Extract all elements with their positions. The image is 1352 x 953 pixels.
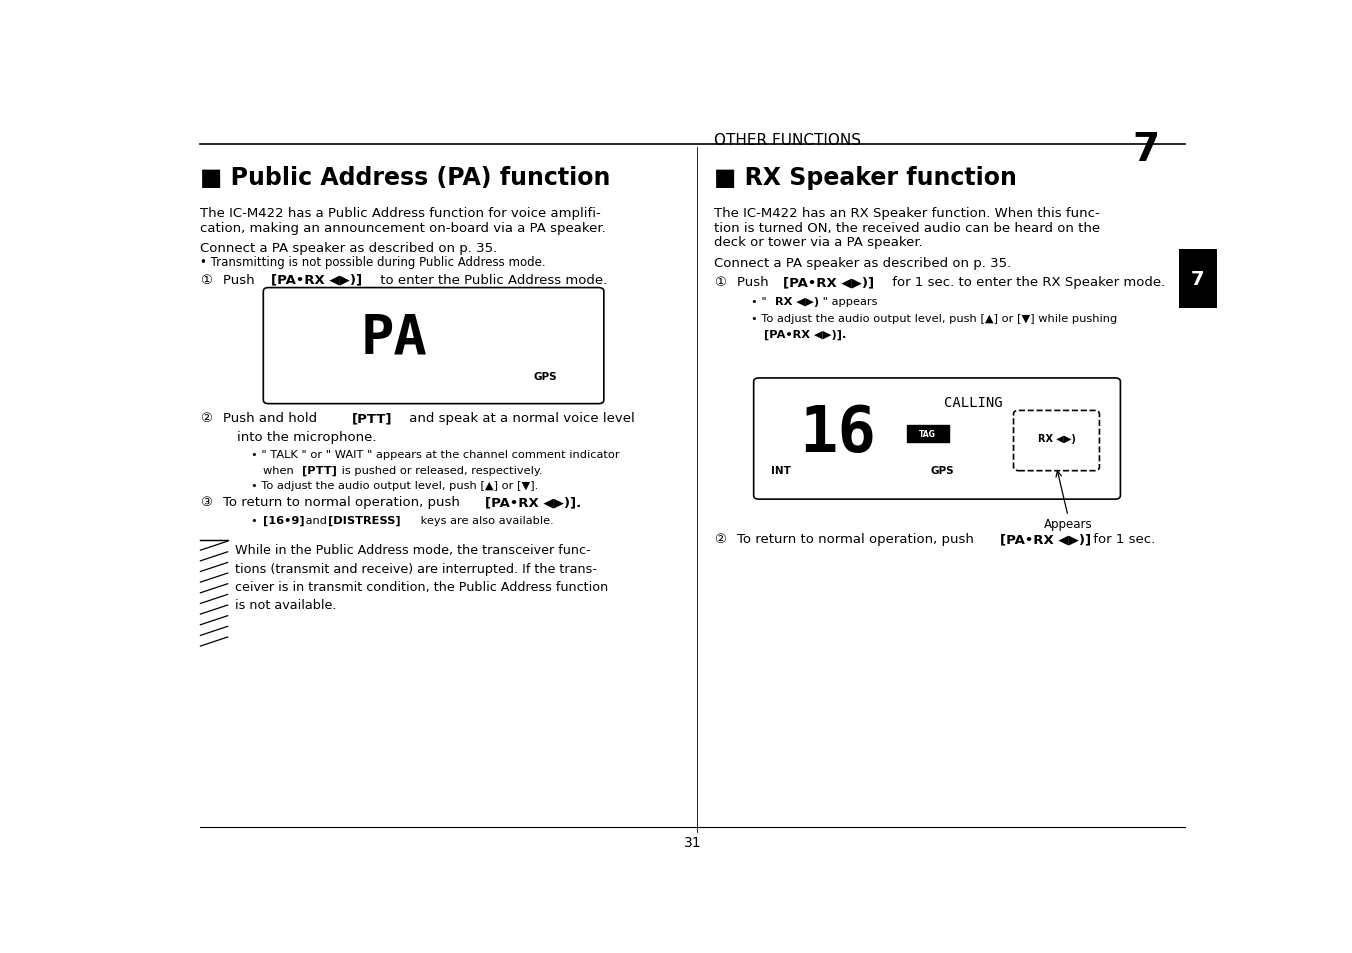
- Text: [PA•RX ◀▶)]: [PA•RX ◀▶)]: [783, 275, 875, 289]
- Text: ■ Public Address (PA) function: ■ Public Address (PA) function: [200, 166, 611, 190]
- Text: for 1 sec. to enter the RX Speaker mode.: for 1 sec. to enter the RX Speaker mode.: [888, 275, 1165, 289]
- Text: ①: ①: [714, 275, 726, 289]
- Text: ■ RX Speaker function: ■ RX Speaker function: [714, 166, 1017, 190]
- Text: cation, making an announcement on-board via a PA speaker.: cation, making an announcement on-board …: [200, 221, 606, 234]
- FancyBboxPatch shape: [907, 426, 949, 442]
- Text: [PTT]: [PTT]: [301, 465, 337, 476]
- Text: is not available.: is not available.: [235, 598, 337, 612]
- Text: 16: 16: [799, 402, 876, 464]
- Text: INT: INT: [772, 465, 791, 476]
- Text: Connect a PA speaker as described on p. 35.: Connect a PA speaker as described on p. …: [714, 256, 1011, 270]
- FancyBboxPatch shape: [753, 378, 1121, 499]
- Text: [PA•RX ◀▶)]: [PA•RX ◀▶)]: [1000, 533, 1091, 546]
- FancyBboxPatch shape: [264, 288, 604, 404]
- Text: 7: 7: [1191, 270, 1205, 289]
- Text: 31: 31: [684, 835, 702, 849]
- Text: While in the Public Address mode, the transceiver func-: While in the Public Address mode, the tr…: [235, 543, 591, 557]
- Text: ③: ③: [200, 496, 212, 509]
- Text: 7: 7: [1132, 131, 1159, 169]
- FancyBboxPatch shape: [1179, 250, 1217, 309]
- Text: Push: Push: [223, 274, 260, 287]
- Text: for 1 sec.: for 1 sec.: [1088, 533, 1155, 546]
- Text: and: and: [301, 515, 331, 525]
- Text: Push and hold: Push and hold: [223, 412, 322, 424]
- Text: [PA•RX ◀▶)].: [PA•RX ◀▶)].: [485, 496, 581, 509]
- Text: [16•9]: [16•9]: [264, 515, 306, 525]
- Text: • Transmitting is not possible during Public Address mode.: • Transmitting is not possible during Pu…: [200, 255, 546, 268]
- Text: into the microphone.: into the microphone.: [237, 431, 377, 443]
- Text: deck or tower via a PA speaker.: deck or tower via a PA speaker.: [714, 236, 922, 249]
- Text: • To adjust the audio output level, push [▲] or [▼] while pushing: • To adjust the audio output level, push…: [750, 314, 1117, 324]
- Text: [PTT]: [PTT]: [353, 412, 393, 424]
- Text: RX ◀▶): RX ◀▶): [775, 296, 819, 306]
- Text: ceiver is in transmit condition, the Public Address function: ceiver is in transmit condition, the Pub…: [235, 580, 608, 594]
- Text: • To adjust the audio output level, push [▲] or [▼].: • To adjust the audio output level, push…: [250, 480, 538, 491]
- Text: keys are also available.: keys are also available.: [418, 515, 554, 525]
- Text: GPS: GPS: [534, 372, 557, 381]
- FancyBboxPatch shape: [1014, 411, 1099, 471]
- Text: [DISTRESS]: [DISTRESS]: [329, 515, 402, 525]
- Text: The IC-M422 has an RX Speaker function. When this func-: The IC-M422 has an RX Speaker function. …: [714, 207, 1099, 220]
- Text: tion is turned ON, the received audio can be heard on the: tion is turned ON, the received audio ca…: [714, 221, 1101, 234]
- Text: and speak at a normal voice level: and speak at a normal voice level: [404, 412, 634, 424]
- Text: The IC-M422 has a Public Address function for voice amplifi-: The IC-M422 has a Public Address functio…: [200, 207, 602, 220]
- Text: TAG: TAG: [919, 430, 936, 438]
- Text: To return to normal operation, push: To return to normal operation, push: [737, 533, 977, 546]
- Text: ②: ②: [714, 533, 726, 546]
- Text: " appears: " appears: [818, 296, 877, 306]
- Text: • " TALK " or " WAIT " appears at the channel comment indicator: • " TALK " or " WAIT " appears at the ch…: [250, 450, 619, 459]
- Text: [PA•RX ◀▶)]: [PA•RX ◀▶)]: [270, 274, 362, 287]
- Text: ②: ②: [200, 412, 212, 424]
- Text: PA: PA: [361, 311, 427, 364]
- Text: OTHER FUNCTIONS: OTHER FUNCTIONS: [714, 132, 860, 148]
- Text: when: when: [264, 465, 297, 476]
- Text: To return to normal operation, push: To return to normal operation, push: [223, 496, 465, 509]
- Text: tions (transmit and receive) are interrupted. If the trans-: tions (transmit and receive) are interru…: [235, 562, 598, 575]
- Text: Connect a PA speaker as described on p. 35.: Connect a PA speaker as described on p. …: [200, 242, 498, 255]
- Text: ①: ①: [200, 274, 212, 287]
- Text: RX ◀▶): RX ◀▶): [1037, 434, 1075, 443]
- Text: CALLING: CALLING: [945, 395, 1003, 410]
- Text: is pushed or released, respectively.: is pushed or released, respectively.: [338, 465, 542, 476]
- Text: Appears: Appears: [1044, 518, 1092, 531]
- Text: •: •: [250, 515, 261, 525]
- Text: • ": • ": [750, 296, 769, 306]
- Text: to enter the Public Address mode.: to enter the Public Address mode.: [376, 274, 607, 287]
- Text: GPS: GPS: [930, 465, 955, 476]
- Text: [PA•RX ◀▶)].: [PA•RX ◀▶)].: [764, 330, 846, 339]
- Text: Push: Push: [737, 275, 773, 289]
